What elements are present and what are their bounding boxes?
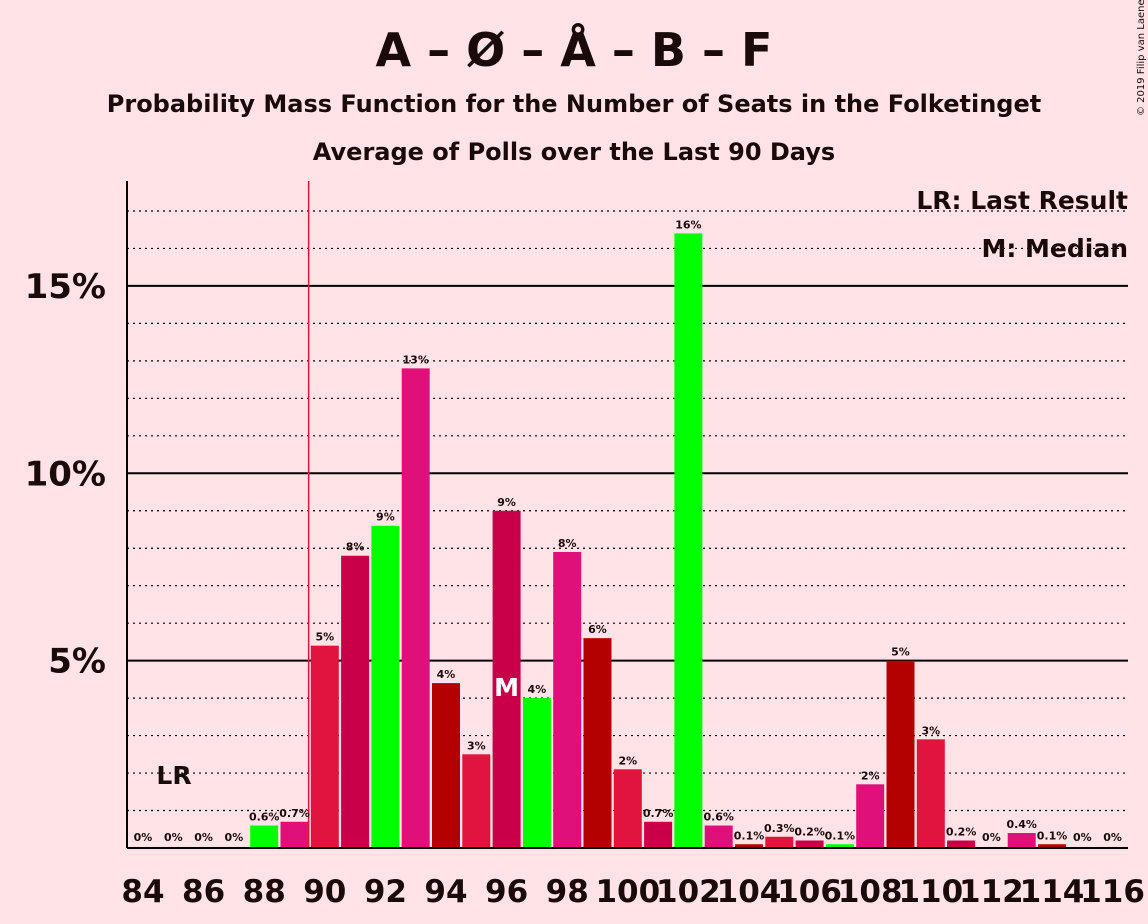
x-tick-label: 84 [121, 874, 164, 910]
x-tick-label: 100 [595, 874, 660, 910]
data-label: 3% [467, 739, 486, 752]
data-label: 4% [528, 683, 547, 696]
bar-seat-99 [583, 638, 612, 848]
data-label: 0.7% [643, 807, 674, 820]
data-label: 0.6% [249, 811, 280, 824]
bar-seat-106 [795, 840, 824, 848]
data-label: 9% [497, 496, 516, 509]
data-label: 2% [618, 754, 637, 767]
bar-seat-111 [947, 840, 976, 848]
x-tick-label: 104 [717, 874, 782, 910]
data-labels: 0% 0% 0% 0%0.6% 0.7%5%8%9%13%4%3%9%4%8%6%2%0… [134, 218, 1122, 844]
data-label: 0% [1073, 831, 1092, 844]
median-marker: M [494, 673, 519, 702]
data-label: 0.1% [1037, 829, 1068, 842]
x-tick-label: 112 [959, 874, 1024, 910]
bar-seat-88 [250, 825, 279, 848]
x-tick-label: 114 [1020, 874, 1085, 910]
data-label: 0.1% [734, 829, 765, 842]
chart-title: A – Ø – Å – B – F [376, 23, 773, 77]
bar-seat-94 [432, 683, 460, 848]
data-label: 0.6% [703, 811, 734, 824]
bar-seat-100 [613, 769, 642, 848]
x-tick-label: 96 [485, 874, 528, 910]
x-tick-label: 98 [546, 874, 589, 910]
y-tick-label: 15% [25, 267, 106, 307]
data-label: 0% [134, 831, 153, 844]
bar-seat-92 [371, 525, 400, 848]
data-label: 2% [861, 769, 880, 782]
lr-marker-label: LR [156, 761, 191, 790]
y-tick-labels: 5% 10% 15% [25, 267, 106, 682]
bar-seat-107 [825, 844, 854, 848]
x-tick-label: 86 [182, 874, 225, 910]
bar-seat-103 [704, 825, 733, 848]
bar-seat-114 [1038, 844, 1066, 848]
copyright-text: © 2019 Filip van Laenen [1136, 0, 1147, 116]
bar-seat-113 [1007, 833, 1036, 848]
chart-subtitle: Probability Mass Function for the Number… [107, 90, 1041, 118]
x-tick-labels: 84 86 88 90 92 94 96 98 100102104106108110112114… [121, 874, 1145, 910]
x-tick-label: 116 [1080, 874, 1145, 910]
data-label: 0.1% [825, 829, 856, 842]
bar-seat-102 [674, 233, 703, 848]
bar-seat-101 [644, 821, 673, 848]
data-label: 0.3% [764, 822, 795, 835]
data-label: 4% [437, 668, 456, 681]
bar-seat-98 [553, 551, 582, 848]
data-label: 0% [164, 831, 183, 844]
data-label: 0% [982, 831, 1001, 844]
data-label: 0% [194, 831, 213, 844]
data-label: 0% [1103, 831, 1122, 844]
data-label: 16% [675, 218, 701, 231]
axes [126, 181, 1128, 849]
bar-seat-91 [341, 555, 370, 848]
data-label: 0.7% [279, 807, 310, 820]
bar-seat-89 [280, 821, 309, 848]
chart-subtitle-2: Average of Polls over the Last 90 Days [313, 138, 835, 166]
x-tick-label: 110 [898, 874, 963, 910]
bar-seat-109 [886, 660, 915, 848]
bar-seat-90 [310, 645, 339, 848]
bar-seat-108 [856, 784, 885, 848]
data-label: 9% [376, 511, 395, 524]
y-tick-label: 5% [48, 642, 106, 682]
bars [250, 233, 1066, 848]
data-label: 0.2% [794, 826, 825, 839]
grid-lines [127, 210, 1128, 812]
data-label: 8% [558, 537, 577, 550]
bar-seat-104 [735, 844, 763, 848]
x-tick-label: 102 [656, 874, 721, 910]
data-label: 0.2% [946, 826, 977, 839]
data-label: 8% [346, 541, 365, 554]
bar-seat-96 [492, 510, 521, 848]
y-tick-label: 10% [25, 454, 106, 494]
data-label: 13% [403, 353, 429, 366]
bar-seat-110 [916, 739, 945, 848]
data-label: 0.4% [1006, 818, 1037, 831]
x-tick-label: 106 [777, 874, 842, 910]
bar-seat-95 [462, 754, 491, 848]
data-label: 0% [225, 831, 244, 844]
x-tick-label: 92 [364, 874, 407, 910]
bar-seat-105 [765, 836, 794, 848]
legend-last-result: LR: Last Result [916, 186, 1128, 215]
data-label: 6% [588, 623, 607, 636]
bar-seat-93 [401, 368, 430, 848]
data-label: 5% [891, 646, 910, 659]
x-tick-label: 88 [243, 874, 286, 910]
bar-seat-97 [522, 698, 551, 848]
legend-median: M: Median [981, 234, 1128, 263]
x-tick-label: 108 [838, 874, 903, 910]
x-tick-label: 94 [424, 874, 467, 910]
x-tick-label: 90 [303, 874, 346, 910]
data-label: 5% [315, 631, 334, 644]
data-label: 3% [921, 724, 940, 737]
